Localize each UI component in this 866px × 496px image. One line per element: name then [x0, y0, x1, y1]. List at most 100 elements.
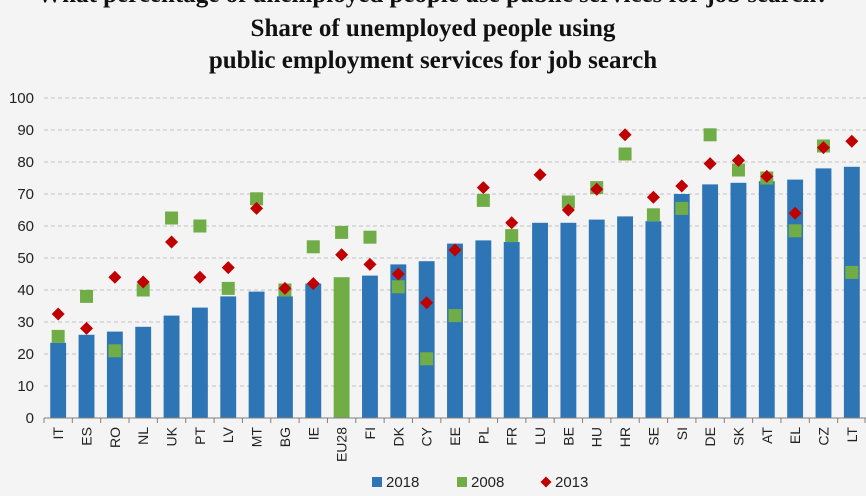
marker-2013-el [788, 206, 802, 220]
y-tick-label-100: 100 [9, 90, 34, 107]
x-tick-label-eu28: EU28 [334, 427, 350, 462]
bar-hu [588, 219, 605, 418]
x-tick-label-bg: BG [277, 427, 293, 447]
bar-ie [305, 283, 322, 418]
marker-2008-cy [420, 352, 434, 366]
legend: 2018 2008 2013 [372, 474, 588, 491]
x-tick-label-es: ES [79, 427, 95, 446]
page-heading-cut-off: What percentage of unemployed people use… [0, 0, 866, 10]
legend-label-2013: 2013 [555, 474, 588, 491]
y-tick-label-0: 0 [26, 410, 34, 427]
x-tick-label-cy: CY [419, 426, 435, 446]
chart-title-line-2: public employment services for job searc… [208, 47, 658, 74]
marker-2013-fr [505, 216, 519, 230]
x-tick-label-ee: EE [447, 427, 463, 446]
y-tick-label-40: 40 [17, 282, 34, 299]
x-tick-label-cz: CZ [815, 427, 831, 446]
marker-2013-lt [845, 134, 859, 148]
marker-2008-mt [250, 192, 264, 206]
marker-2013-fi [363, 257, 377, 271]
bar-cz [815, 168, 832, 418]
marker-2013-dk [391, 267, 405, 281]
bar-hr [617, 216, 634, 418]
marker-2008-ro [108, 344, 122, 358]
marker-2008-si [675, 201, 689, 215]
bar-mt [248, 291, 265, 418]
marker-2013-ie [306, 277, 320, 291]
marker-2008-dk [391, 280, 405, 294]
bar-lu [532, 222, 548, 418]
y-tick-label-60: 60 [17, 218, 34, 235]
bar-at [758, 181, 775, 418]
marker-2008-el [788, 224, 802, 238]
x-tick-label-ie: IE [305, 427, 321, 440]
marker-2013-uk [165, 235, 179, 249]
bar-pt [191, 307, 208, 418]
x-tick-label-pt: PT [192, 427, 208, 445]
bars-2018 [50, 166, 860, 418]
bar-be [560, 222, 577, 418]
x-tick-label-be: BE [560, 427, 576, 446]
x-tick-label-at: AT [759, 427, 775, 444]
marker-2013-pt [193, 270, 207, 284]
bar-cy [418, 261, 435, 418]
legend-swatch-2013 [540, 476, 552, 488]
bar-it [50, 342, 67, 418]
marker-2013-be [561, 203, 575, 217]
marker-2008-ie [306, 240, 320, 254]
x-tick-label-el: EL [787, 427, 803, 444]
x-tick-label-ro: RO [107, 427, 123, 448]
bar-lv [220, 296, 237, 418]
y-tick-label-80: 80 [17, 154, 34, 171]
bar-ee [447, 243, 463, 418]
marker-2013-cy [420, 296, 434, 310]
bar-bg [276, 296, 293, 418]
bar-nl [135, 326, 152, 418]
y-tick-label-30: 30 [17, 314, 34, 331]
bar-de [702, 184, 719, 418]
y-tick-label-50: 50 [17, 250, 34, 267]
x-tick-label-pl: PL [475, 427, 491, 444]
marker-2008-de [703, 128, 717, 142]
x-tick-label-fr: FR [504, 427, 520, 446]
x-tick-label-nl: NL [135, 427, 151, 445]
marker-2013-lv [221, 261, 235, 275]
bar-pl [475, 240, 492, 418]
markers [51, 128, 859, 366]
x-tick-label-lu: LU [532, 427, 548, 445]
marker-2008-nl [136, 283, 150, 297]
x-tick-label-de: DE [702, 427, 718, 446]
x-tick-label-dk: DK [390, 426, 406, 446]
marker-2013-mt [250, 201, 264, 215]
x-tick-label-si: SI [674, 427, 690, 440]
chart-title-line-1: Share of unemployed people using [250, 15, 616, 42]
y-tick-label-70: 70 [17, 186, 34, 203]
marker-2013-pl [476, 181, 490, 195]
marker-2008-be [561, 195, 575, 209]
marker-2013-de [703, 157, 717, 171]
marker-2008-sk [731, 163, 745, 177]
legend-swatch-2008 [457, 477, 467, 487]
bar-es [78, 334, 95, 418]
y-tick-label-20: 20 [17, 346, 34, 363]
marker-2008-fr [505, 229, 519, 243]
x-tick-label-mt: MT [249, 427, 265, 448]
marker-2013-bg [278, 281, 292, 295]
y-axis: 0 10 20 30 40 50 60 70 80 90 100 [9, 90, 34, 427]
marker-2013-hu [590, 182, 604, 196]
marker-2008-ee [448, 309, 462, 323]
marker-2008-es [80, 289, 94, 303]
bar-si [673, 194, 690, 418]
x-tick-label-lv: LV [220, 426, 236, 443]
legend-swatch-2018 [372, 477, 382, 487]
x-axis: IT ES RO NL UK PT LV MT BG IE EU28 FI DK CY EE PL FR LU BE… [43, 417, 866, 462]
bar-el [787, 179, 804, 418]
marker-2008-lt [845, 265, 859, 279]
marker-2008-pt [193, 219, 207, 233]
bar-se [645, 221, 662, 418]
x-tick-label-lt: LT [844, 427, 860, 443]
marker-2013-lu [533, 168, 547, 182]
marker-2008-se [646, 208, 660, 222]
